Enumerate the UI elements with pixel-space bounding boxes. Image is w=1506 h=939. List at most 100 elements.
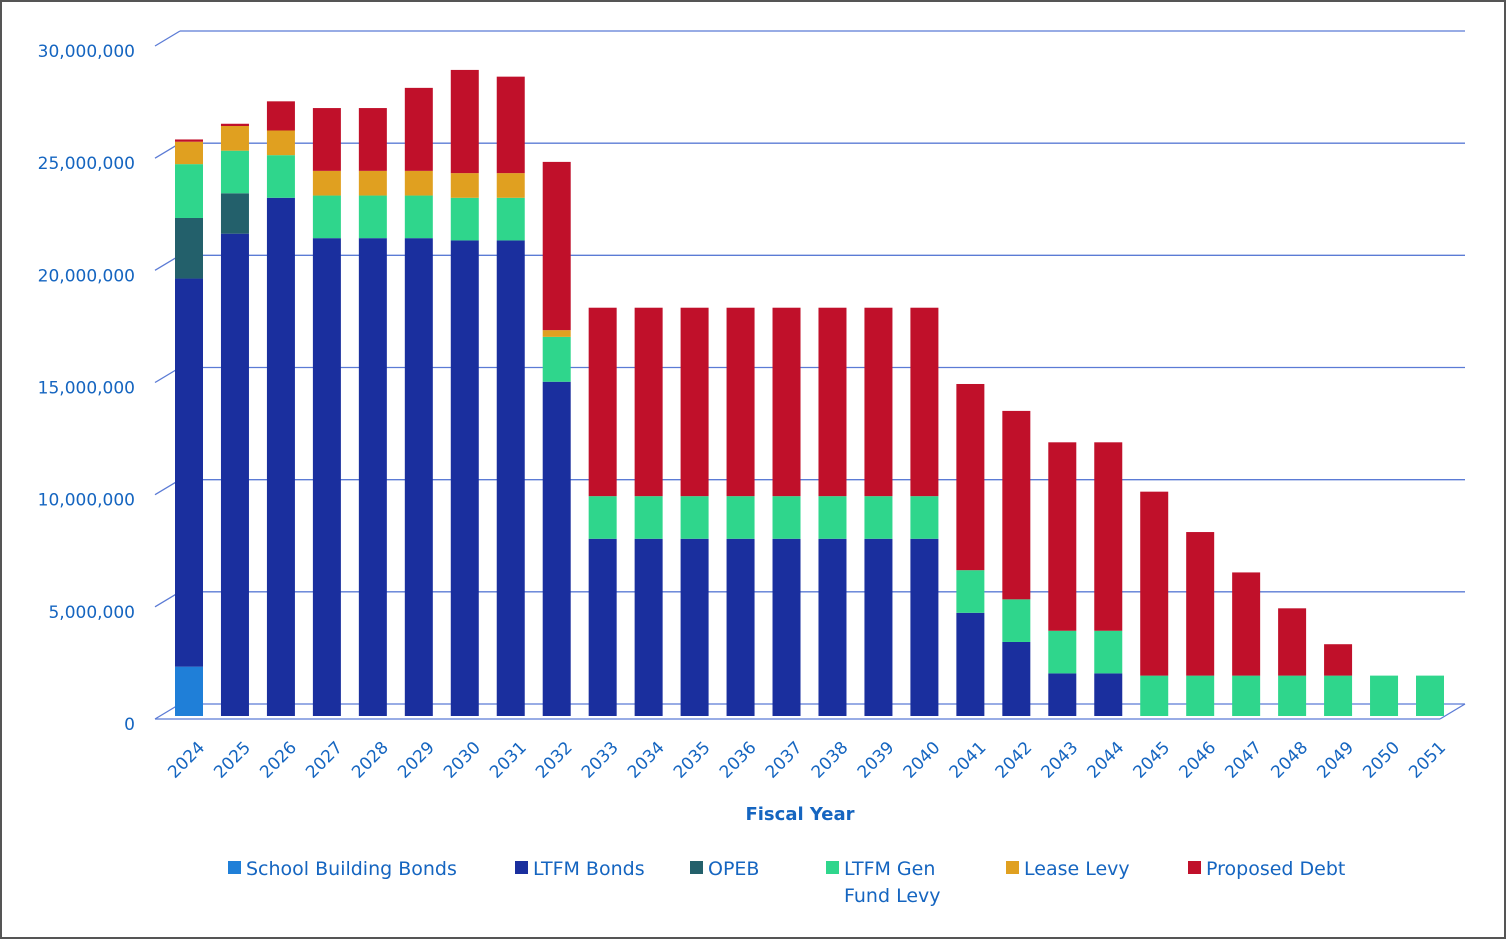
bar-segment xyxy=(496,240,525,716)
bar-segment xyxy=(175,139,203,142)
bar-segment xyxy=(175,278,203,667)
x-tick-label: 2043 xyxy=(1038,738,1083,783)
x-tick-label: 2028 xyxy=(348,738,393,783)
bar-segment xyxy=(496,76,525,174)
bar-segment xyxy=(450,197,479,241)
bar-segment xyxy=(726,496,755,539)
bar-segment xyxy=(220,126,249,151)
x-tick-label: 2031 xyxy=(486,738,531,783)
grid-line xyxy=(154,30,181,47)
floor-edge xyxy=(1439,703,1466,720)
x-tick-label: 2033 xyxy=(578,738,623,783)
bar-segment xyxy=(772,307,801,497)
bar-segment xyxy=(1416,675,1444,716)
bar-segment xyxy=(450,173,479,198)
legend-item: LTFM Gen Fund Levy xyxy=(826,856,1006,910)
bar-segment xyxy=(1002,641,1031,716)
bar-segment xyxy=(542,336,571,382)
legend-swatch xyxy=(228,861,241,874)
bar-segment xyxy=(726,307,755,497)
bar-segment xyxy=(312,195,341,239)
x-tick-label: 2024 xyxy=(164,738,209,783)
x-tick-label: 2040 xyxy=(900,738,945,783)
bar-segment xyxy=(680,496,709,539)
bar-segment xyxy=(1094,630,1123,674)
bar-segment xyxy=(1140,675,1169,716)
bar-segment xyxy=(726,538,755,716)
x-tick-label: 2037 xyxy=(762,738,807,783)
bar-segment xyxy=(1048,442,1077,631)
bar-segment xyxy=(175,666,203,716)
bar-segment xyxy=(1186,675,1215,716)
x-tick-label: 2051 xyxy=(1405,738,1450,783)
legend-item: LTFM Bonds xyxy=(515,856,690,910)
legend: School Building Bonds LTFM Bonds OPEB LTFM … xyxy=(228,856,1368,910)
x-tick-label: 2030 xyxy=(440,738,485,783)
bar-segment xyxy=(818,307,847,497)
bar-segment xyxy=(266,197,295,717)
bar-segment xyxy=(588,496,617,539)
x-tick-label: 2038 xyxy=(808,738,853,783)
bar-segment xyxy=(910,307,939,497)
bar-segment xyxy=(175,164,203,218)
y-tick-label: 20,000,000 xyxy=(38,266,135,286)
y-tick-label: 0 xyxy=(124,715,135,735)
legend-label: LTFM Gen Fund Levy xyxy=(844,858,941,907)
bar-segment xyxy=(450,69,479,174)
bar-segment xyxy=(450,240,479,716)
bar-segment xyxy=(358,170,387,196)
y-tick-label: 15,000,000 xyxy=(38,379,135,399)
bar-segment xyxy=(175,217,203,279)
legend-swatch xyxy=(826,861,839,874)
x-tick-label: 2039 xyxy=(854,738,899,783)
bar-segment xyxy=(634,307,663,497)
x-tick-label: 2047 xyxy=(1221,738,1266,783)
bar-segment xyxy=(956,383,985,571)
bar-segment xyxy=(404,195,433,239)
bar-segment xyxy=(1048,630,1077,674)
legend-label: LTFM Bonds xyxy=(533,858,645,880)
x-tick-label: 2025 xyxy=(210,738,255,783)
bar-segment xyxy=(266,130,295,156)
x-tick-label: 2032 xyxy=(532,738,577,783)
bar-segment xyxy=(864,538,893,716)
bar-segment xyxy=(312,108,341,171)
x-tick-label: 2034 xyxy=(624,738,669,783)
bar-segment xyxy=(772,496,801,539)
bar-segment xyxy=(1002,599,1031,642)
bar-segment xyxy=(220,123,249,127)
legend-item: Lease Levy xyxy=(1006,856,1188,910)
bar-segment xyxy=(542,161,571,331)
x-tick-label: 2044 xyxy=(1084,738,1129,783)
legend-swatch xyxy=(1006,861,1019,874)
x-tick-label: 2048 xyxy=(1267,738,1312,783)
bar-segment xyxy=(956,570,985,613)
bar-segment xyxy=(542,330,571,337)
legend-item: Proposed Debt xyxy=(1188,856,1368,910)
y-tick-label: 30,000,000 xyxy=(38,42,135,62)
bar-segment xyxy=(956,612,985,716)
legend-swatch xyxy=(515,861,528,874)
bar-segment xyxy=(404,170,433,196)
bar-segment xyxy=(1324,644,1353,676)
bar-segment xyxy=(1094,673,1123,716)
bar-segment xyxy=(864,496,893,539)
bar-segment xyxy=(864,307,893,497)
bar-segment xyxy=(1324,675,1353,716)
x-tick-label: 2041 xyxy=(946,738,991,783)
y-tick-label: 5,000,000 xyxy=(48,603,135,623)
bar-segment xyxy=(1232,572,1261,676)
bar-segment xyxy=(312,238,341,717)
bar-segment xyxy=(634,538,663,716)
legend-label: Proposed Debt xyxy=(1206,858,1346,880)
bar-segment xyxy=(1048,673,1077,716)
bar-segment xyxy=(818,538,847,716)
bar-segment xyxy=(404,87,433,171)
x-tick-label: 2026 xyxy=(256,738,301,783)
legend-label: Lease Levy xyxy=(1024,858,1130,880)
bar-segment xyxy=(358,238,387,717)
x-tick-label: 2046 xyxy=(1175,738,1220,783)
bar-segment xyxy=(772,538,801,716)
